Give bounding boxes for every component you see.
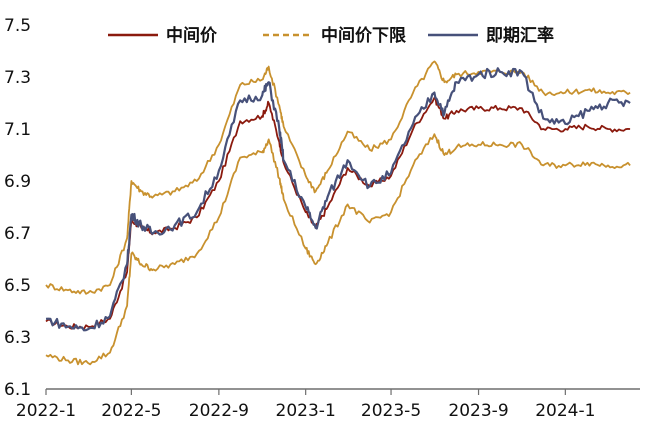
y-tick-label: 6.3 (4, 328, 31, 348)
series-line-3 (45, 67, 631, 332)
y-axis-tick-labels: 6.1 6.3 6.5 6.7 6.9 7.1 7.3 7.5 (4, 16, 31, 400)
x-tick-label: 2023-5 (361, 401, 421, 421)
x-tick-label: 2022-5 (101, 401, 161, 421)
legend-label: 中间价下限 (321, 25, 406, 46)
x-axis-tick-labels: 2022-1 2022-5 2022-9 2023-1 2023-5 2023-9 2024… (16, 401, 596, 421)
axes (45, 388, 640, 395)
y-tick-label: 6.5 (4, 276, 31, 296)
series-line-2 (45, 133, 631, 366)
y-tick-label: 7.5 (4, 16, 31, 36)
x-tick-label: 2023-1 (276, 401, 336, 421)
legend-label: 即期汇率 (486, 25, 554, 46)
x-tick-label: 2023-9 (448, 401, 508, 421)
y-tick-label: 6.7 (4, 224, 31, 244)
y-tick-label: 6.9 (4, 172, 31, 192)
y-tick-label: 7.1 (4, 120, 31, 140)
y-tick-label: 7.3 (4, 68, 31, 88)
x-tick-label: 2022-9 (189, 401, 249, 421)
series-layer (45, 60, 631, 366)
y-tick-label: 6.1 (4, 380, 31, 400)
series-line-1 (45, 60, 631, 295)
x-tick-label: 2024-1 (535, 401, 595, 421)
series-line-0 (45, 96, 631, 330)
legend: 中间价 中间价下限 即期汇率 (108, 25, 554, 46)
legend-label: 中间价 (166, 25, 218, 46)
x-tick-label: 2022-1 (16, 401, 76, 421)
